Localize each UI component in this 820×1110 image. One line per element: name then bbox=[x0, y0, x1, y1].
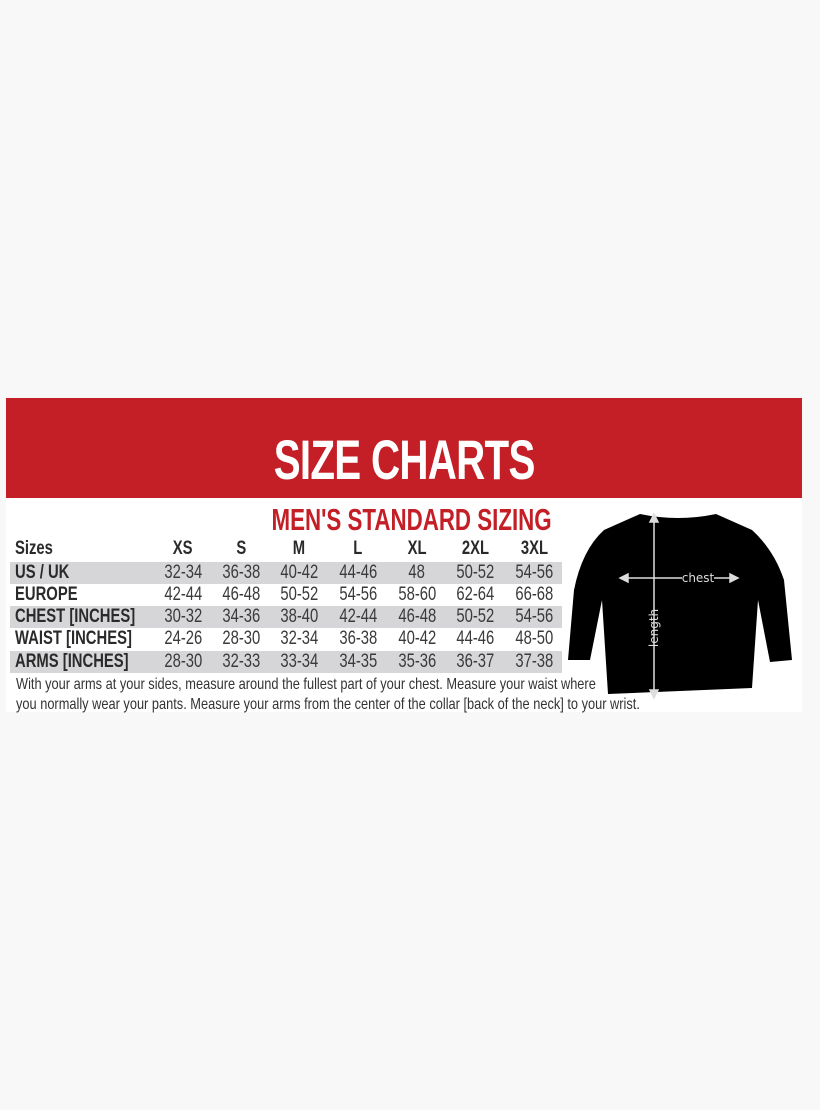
row-label: ARMS [INCHES] bbox=[15, 651, 129, 672]
table-cell: 24-26 bbox=[164, 628, 202, 649]
header-label: Sizes bbox=[15, 538, 53, 559]
table-cell: 33-34 bbox=[280, 651, 318, 672]
table-cell: 32-34 bbox=[280, 628, 318, 649]
header-cell: S bbox=[236, 538, 246, 559]
table-row: US / UK 32-34 36-38 40-42 44-46 48 50-52 54-56 bbox=[10, 562, 562, 584]
table-cell: 48-50 bbox=[515, 628, 553, 649]
row-label: US / UK bbox=[15, 562, 70, 583]
measuring-instructions: With your arms at your sides, measure ar… bbox=[16, 675, 640, 715]
row-label: EUROPE bbox=[15, 584, 78, 605]
table-cell: 54-56 bbox=[515, 606, 553, 627]
note-line: you normally wear your pants. Measure yo… bbox=[16, 696, 640, 713]
header-cell: L bbox=[353, 538, 363, 559]
row-label: WAIST [INCHES] bbox=[15, 628, 132, 649]
subtitle: MEN'S STANDARD SIZING bbox=[271, 502, 553, 537]
header-cell: 3XL bbox=[520, 538, 548, 559]
table-cell: 34-35 bbox=[339, 651, 377, 672]
table-cell: 54-56 bbox=[515, 562, 553, 583]
chest-label: chest bbox=[682, 571, 715, 585]
table-cell: 32-33 bbox=[222, 651, 260, 672]
table-cell: 35-36 bbox=[398, 651, 436, 672]
table-cell: 58-60 bbox=[398, 584, 436, 605]
table-cell: 44-46 bbox=[339, 562, 377, 583]
note-line: With your arms at your sides, measure ar… bbox=[16, 676, 596, 693]
table-cell: 46-48 bbox=[398, 606, 436, 627]
table-cell: 28-30 bbox=[164, 651, 202, 672]
length-label: length bbox=[647, 609, 661, 647]
table-cell: 50-52 bbox=[280, 584, 318, 605]
table-cell: 28-30 bbox=[222, 628, 260, 649]
table-cell: 36-38 bbox=[222, 562, 260, 583]
row-label: CHEST [INCHES] bbox=[15, 606, 136, 627]
table-cell: 32-34 bbox=[164, 562, 202, 583]
table-cell: 42-44 bbox=[164, 584, 202, 605]
sweater-icon bbox=[568, 514, 792, 694]
table-row: CHEST [INCHES] 30-32 34-36 38-40 42-44 46-48 5… bbox=[10, 606, 562, 628]
header-cell: 2XL bbox=[461, 538, 489, 559]
table-cell: 48 bbox=[408, 562, 426, 583]
table-cell: 36-37 bbox=[456, 651, 494, 672]
sweater-diagram: chest length bbox=[568, 512, 792, 700]
table-cell: 42-44 bbox=[339, 606, 377, 627]
table-row: EUROPE 42-44 46-48 50-52 54-56 58-60 62-64 66-6… bbox=[10, 584, 562, 606]
table-cell: 37-38 bbox=[515, 651, 553, 672]
table-header: Sizes XS S M L XL 2XL 3XL bbox=[10, 538, 562, 560]
header-cell: M bbox=[292, 538, 306, 559]
title-banner: SIZE CHARTS bbox=[6, 398, 802, 498]
table-cell: 30-32 bbox=[164, 606, 202, 627]
header-cell: XL bbox=[407, 538, 427, 559]
table-cell: 62-64 bbox=[456, 584, 494, 605]
table-cell: 40-42 bbox=[398, 628, 436, 649]
table-cell: 34-36 bbox=[222, 606, 260, 627]
table-cell: 40-42 bbox=[280, 562, 318, 583]
table-cell: 54-56 bbox=[339, 584, 377, 605]
table-cell: 66-68 bbox=[515, 584, 553, 605]
table-row: ARMS [INCHES] 28-30 32-33 33-34 34-35 35-36 36… bbox=[10, 651, 562, 673]
table-row: WAIST [INCHES] 24-26 28-30 32-34 36-38 40-42 4… bbox=[10, 628, 562, 650]
table-cell: 44-46 bbox=[456, 628, 494, 649]
header-cell: XS bbox=[173, 538, 193, 559]
table-cell: 38-40 bbox=[280, 606, 318, 627]
page-title: SIZE CHARTS bbox=[273, 428, 536, 491]
table-cell: 36-38 bbox=[339, 628, 377, 649]
table-cell: 50-52 bbox=[456, 562, 494, 583]
table-cell: 50-52 bbox=[456, 606, 494, 627]
table-cell: 46-48 bbox=[222, 584, 260, 605]
